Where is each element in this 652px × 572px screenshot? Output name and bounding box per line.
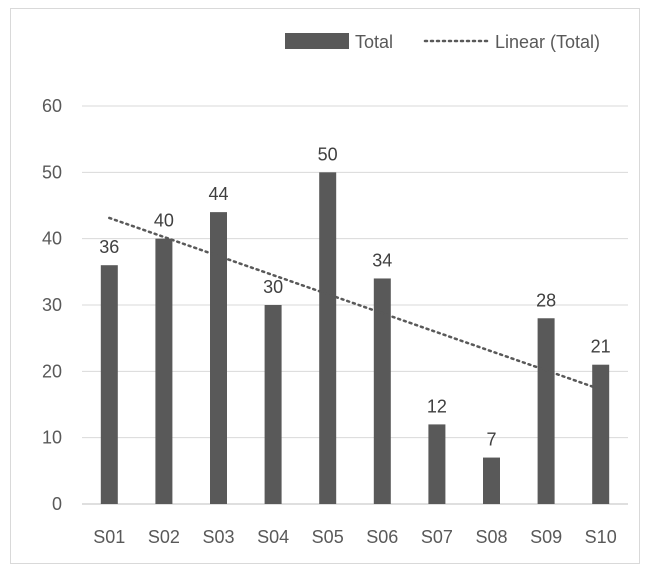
data-label-s09: 28 xyxy=(536,290,556,310)
x-tick-label-s04: S04 xyxy=(257,527,289,547)
legend-swatch-total xyxy=(285,33,349,49)
data-label-s07: 12 xyxy=(427,396,447,416)
bar-s08 xyxy=(483,457,500,504)
data-label-s05: 50 xyxy=(318,144,338,164)
data-label-s10: 21 xyxy=(591,337,611,357)
data-label-s02: 40 xyxy=(154,211,174,231)
y-tick-label-30: 30 xyxy=(42,295,62,315)
x-tick-label-s02: S02 xyxy=(148,527,180,547)
bar-s09 xyxy=(537,318,555,504)
bar-s07 xyxy=(428,424,446,504)
y-tick-label-50: 50 xyxy=(42,162,62,182)
legend-label-trendline: Linear (Total) xyxy=(495,32,600,52)
x-tick-label-s10: S10 xyxy=(585,527,617,547)
y-axis-ticks: 0 10 20 30 40 50 60 xyxy=(42,96,62,514)
data-label-s03: 44 xyxy=(208,184,228,204)
data-labels: 36 40 44 30 50 34 12 7 28 21 xyxy=(99,144,610,449)
legend: Total Linear (Total) xyxy=(285,32,600,52)
bars xyxy=(100,172,610,505)
x-tick-label-s07: S07 xyxy=(421,527,453,547)
bar-s01 xyxy=(100,265,118,504)
bar-s04 xyxy=(264,305,282,504)
data-label-s01: 36 xyxy=(99,237,119,257)
x-tick-label-s09: S09 xyxy=(530,527,562,547)
y-tick-label-20: 20 xyxy=(42,361,62,381)
legend-label-total: Total xyxy=(355,32,393,52)
data-label-s04: 30 xyxy=(263,277,283,297)
x-tick-label-s06: S06 xyxy=(366,527,398,547)
gridlines xyxy=(82,105,628,505)
x-tick-label-s01: S01 xyxy=(93,527,125,547)
bar-s06 xyxy=(373,278,391,504)
x-axis-ticks: S01 S02 S03 S04 S05 S06 S07 S08 S09 S10 xyxy=(93,527,616,547)
data-label-s06: 34 xyxy=(372,250,392,270)
bar-s03 xyxy=(210,212,227,504)
bar-s02 xyxy=(155,238,173,504)
y-tick-label-40: 40 xyxy=(42,229,62,249)
x-tick-label-s05: S05 xyxy=(312,527,344,547)
data-label-s08: 7 xyxy=(486,430,496,450)
y-tick-label-0: 0 xyxy=(52,494,62,514)
x-tick-label-s03: S03 xyxy=(202,527,234,547)
y-tick-label-10: 10 xyxy=(42,428,62,448)
bar-s05 xyxy=(319,172,337,505)
bar-s10 xyxy=(592,364,610,504)
x-tick-label-s08: S08 xyxy=(475,527,507,547)
y-tick-label-60: 60 xyxy=(42,96,62,116)
trendline xyxy=(108,216,602,391)
